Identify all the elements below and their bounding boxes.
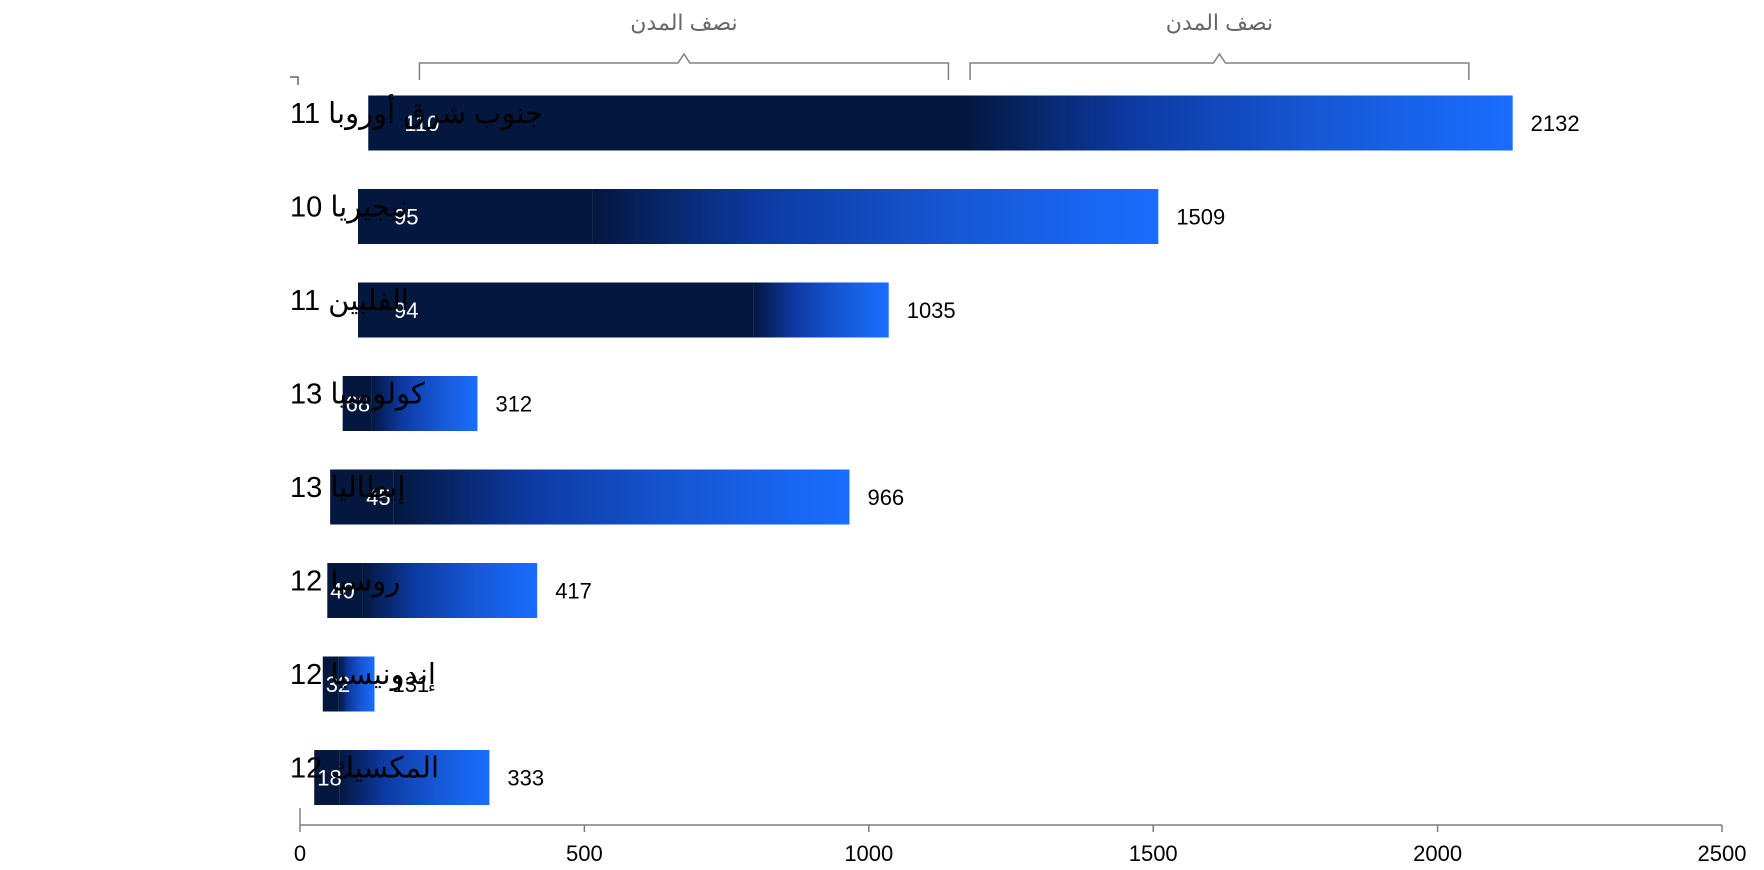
x-tick-label-2: 1000 [844, 841, 893, 866]
bar-upper-3 [371, 376, 478, 431]
corner-mark [290, 76, 299, 85]
bar-upper-2 [753, 282, 889, 338]
bar-lower-6 [322, 656, 339, 712]
bar-lower-4 [330, 469, 394, 525]
bar-upper-1 [592, 189, 1159, 244]
bar-lower-2 [358, 282, 754, 338]
bar-upper-0 [965, 95, 1513, 151]
x-tick-label-3: 1500 [1129, 841, 1178, 866]
bar-lower-label-3: 68 [346, 392, 370, 417]
bar-lower-label-4: 45 [366, 485, 390, 510]
category-label-6: إندونيسيا 12 [290, 659, 436, 692]
x-tick-label-5: 2500 [1698, 841, 1747, 866]
bar-lower-5 [327, 563, 363, 618]
category-label-4: إيطاليا 13 [290, 472, 406, 505]
x-axis: 0 500 1000 1500 2000 2500 [294, 808, 1747, 866]
bar-lower-1 [358, 189, 593, 244]
labels-layer: 110 2132 جنوب شرق أوروبا 11 95 1509 نيجيريا 1… [290, 93, 1580, 791]
bar-lower-label-0: 110 [404, 111, 439, 136]
x-tick-label-1: 500 [566, 841, 603, 866]
category-label-0: جنوب شرق أوروبا 11 [290, 93, 543, 130]
bar-lower-label-2: 94 [394, 298, 418, 323]
brace-annotations: نصف المدن نصف المدن [290, 10, 1470, 85]
bar-upper-4 [393, 469, 850, 525]
bar-lower-label-5: 40 [330, 579, 354, 604]
bar-lower-7 [314, 750, 340, 805]
category-label-1: نيجيريا 10 [290, 192, 408, 224]
category-label-7: المكسيك 12 [290, 753, 439, 785]
x-tick-label-4: 2000 [1413, 841, 1462, 866]
bar-value-label-6: 131 [393, 672, 430, 697]
category-label-5: روسيا 12 [290, 566, 400, 598]
brace-1 [969, 52, 1470, 80]
bars-layer [314, 95, 1513, 805]
bar-value-label-3: 312 [495, 392, 532, 417]
bar-value-label-5: 417 [555, 579, 592, 604]
bar-upper-5 [362, 563, 538, 618]
bar-value-label-4: 966 [867, 485, 904, 510]
bar-lower-label-7: 18 [317, 766, 341, 791]
bar-value-label-1: 1509 [1176, 205, 1225, 230]
bar-lower-label-6: 32 [326, 672, 350, 697]
bar-value-label-7: 333 [507, 766, 544, 791]
category-label-3: كولومبيا 13 [290, 379, 425, 411]
category-label-2: الفلبين 11 [290, 285, 409, 317]
bar-value-label-0: 2132 [1531, 111, 1580, 136]
bar-value-label-2: 1035 [907, 298, 956, 323]
bar-upper-6 [338, 656, 375, 712]
bar-lower-0 [368, 95, 966, 151]
bar-upper-7 [339, 750, 490, 805]
brace-label-1: نصف المدن [1166, 10, 1273, 35]
brace-label-0: نصف المدن [630, 10, 737, 35]
x-tick-label-0: 0 [294, 841, 306, 866]
brace-0 [418, 52, 950, 80]
bar-lower-3 [342, 376, 372, 431]
bar-lower-label-1: 95 [394, 205, 418, 230]
